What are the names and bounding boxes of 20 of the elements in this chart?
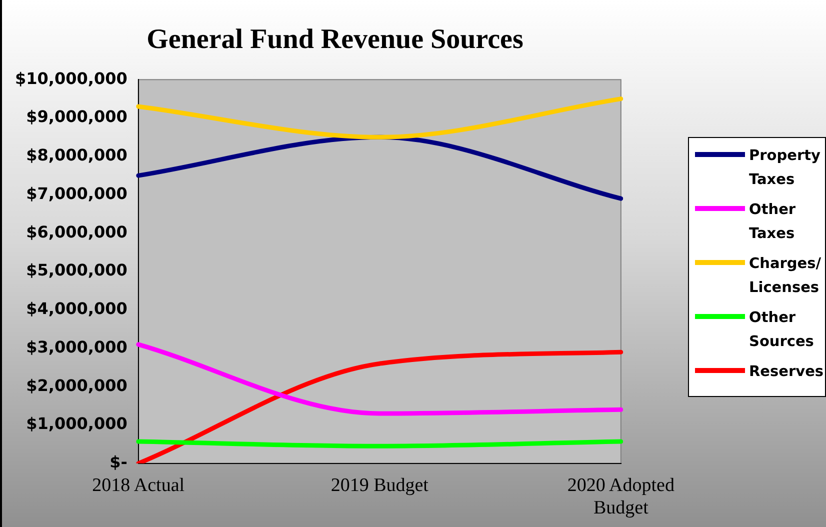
y-tick-label: $5,000,000 xyxy=(26,260,128,280)
legend-label: Charges/ Licenses xyxy=(749,255,822,298)
x-tick-label: 2018 Actual xyxy=(92,474,185,496)
y-tick-label: $1,000,000 xyxy=(26,414,128,434)
legend-label: Other Sources xyxy=(749,309,815,352)
legend-label: Other Taxes xyxy=(749,201,797,244)
legend-label: Property Taxes xyxy=(749,147,822,190)
x-tick-label: 2020 Adopted Budget xyxy=(567,474,675,519)
x-tick-label: 2019 Budget xyxy=(330,474,430,496)
y-tick-label: $7,000,000 xyxy=(26,184,128,203)
y-tick-label: $3,000,000 xyxy=(26,337,128,356)
y-tick-label: $2,000,000 xyxy=(26,376,128,395)
y-tick-label: $9,000,000 xyxy=(26,107,128,126)
y-tick-label: $4,000,000 xyxy=(26,299,128,318)
y-tick-label: $10,000,000 xyxy=(14,68,128,88)
y-tick-label: $6,000,000 xyxy=(26,222,128,242)
y-tick-label: $- xyxy=(110,452,128,472)
legend-label: Reserves xyxy=(749,363,825,382)
y-tick-label: $8,000,000 xyxy=(26,146,128,165)
chart-title: General Fund Revenue Sources xyxy=(146,24,524,56)
